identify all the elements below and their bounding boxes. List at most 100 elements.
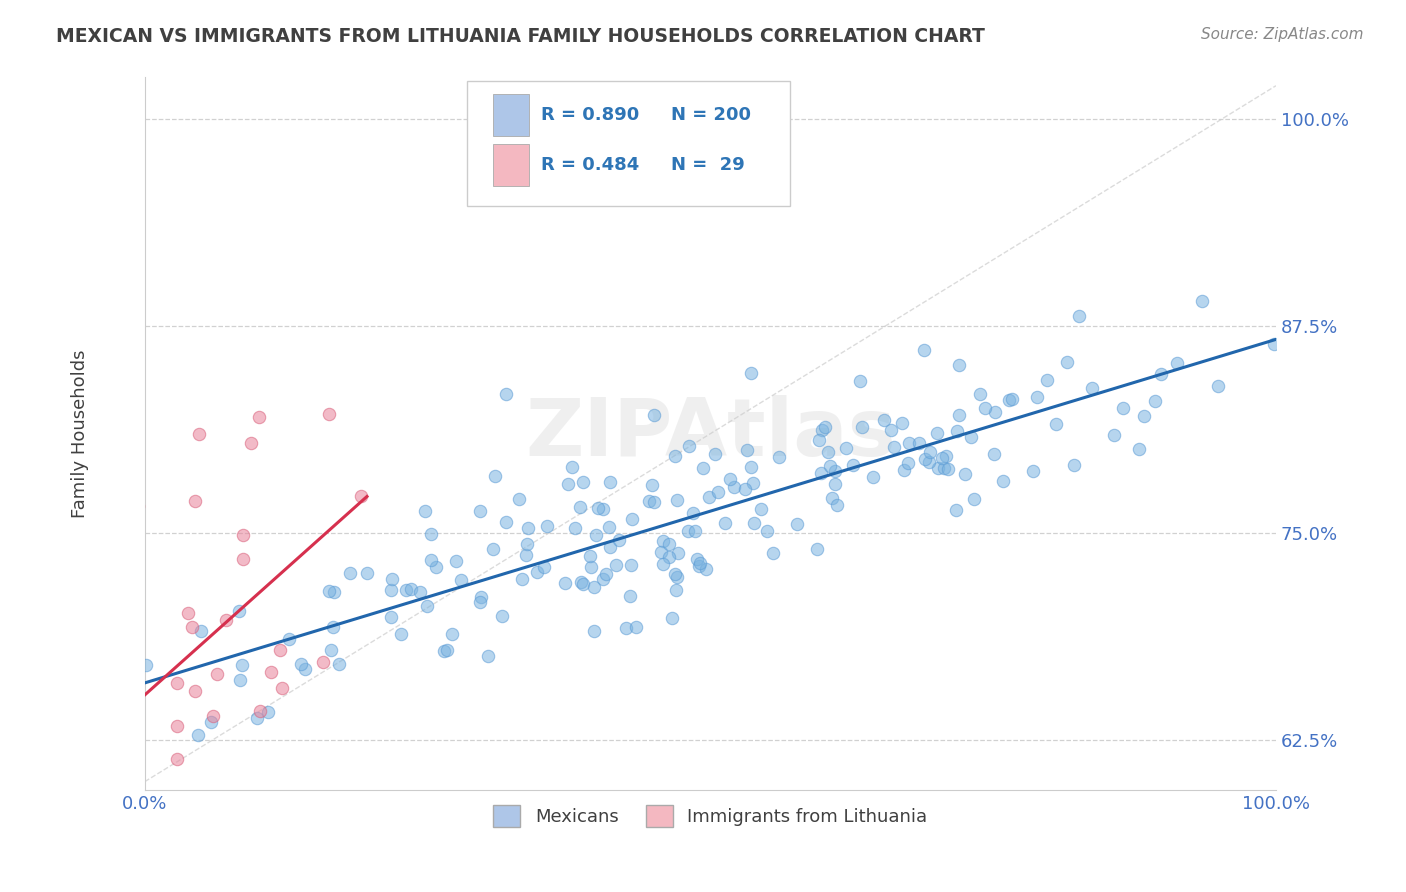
Point	[873, 413, 896, 427]
Point	[1150, 367, 1173, 381]
Point	[389, 626, 412, 640]
Point	[735, 443, 758, 458]
Point	[484, 468, 506, 483]
Point	[554, 576, 576, 591]
Point	[643, 495, 665, 509]
Point	[666, 569, 689, 583]
Point	[682, 506, 704, 520]
Point	[257, 706, 280, 720]
Point	[380, 583, 402, 598]
Point	[614, 621, 637, 635]
Point	[621, 511, 644, 525]
Point	[890, 416, 912, 430]
Point	[536, 519, 558, 533]
Point	[232, 552, 254, 566]
Point	[658, 550, 681, 565]
Point	[825, 498, 848, 512]
Point	[740, 460, 762, 475]
Point	[420, 527, 443, 541]
Point	[695, 562, 717, 576]
Point	[231, 658, 253, 673]
Point	[756, 524, 779, 538]
Point	[188, 427, 211, 442]
Point	[18, 682, 41, 697]
Legend: Mexicans, Immigrants from Lithuania: Mexicans, Immigrants from Lithuania	[486, 797, 935, 834]
Point	[444, 554, 467, 568]
Point	[323, 584, 346, 599]
Point	[13, 751, 35, 765]
Point	[652, 534, 675, 549]
Point	[564, 521, 586, 535]
Point	[945, 424, 967, 438]
Point	[1166, 356, 1188, 370]
Point	[205, 667, 228, 681]
Point	[683, 524, 706, 538]
Point	[246, 710, 269, 724]
Point	[557, 477, 579, 491]
Point	[907, 436, 929, 450]
Point	[927, 460, 949, 475]
Point	[585, 528, 607, 542]
Point	[239, 436, 262, 450]
Point	[495, 515, 517, 529]
Point	[934, 461, 956, 475]
FancyBboxPatch shape	[494, 95, 530, 136]
Point	[450, 574, 472, 588]
Point	[893, 463, 915, 477]
Point	[22, 663, 45, 677]
Point	[470, 504, 492, 518]
Point	[897, 456, 920, 470]
Point	[991, 475, 1014, 489]
Point	[571, 575, 593, 590]
Point	[249, 704, 271, 718]
Point	[399, 582, 422, 596]
Point	[1263, 336, 1285, 351]
Text: N = 200: N = 200	[671, 106, 751, 124]
Point	[807, 433, 830, 447]
Point	[605, 558, 627, 573]
Point	[689, 556, 711, 570]
Point	[572, 577, 595, 591]
Point	[586, 501, 609, 516]
Point	[129, 830, 152, 844]
Point	[260, 665, 283, 679]
Point	[983, 447, 1005, 461]
Point	[124, 711, 146, 725]
Point	[318, 584, 340, 599]
Point	[998, 393, 1021, 408]
Point	[526, 565, 548, 579]
Point	[83, 579, 105, 593]
Point	[592, 501, 614, 516]
Point	[381, 572, 404, 586]
Point	[1143, 394, 1166, 409]
Point	[436, 643, 458, 657]
Point	[0, 811, 4, 825]
Point	[918, 455, 941, 469]
Point	[824, 464, 846, 478]
Point	[707, 484, 730, 499]
Point	[135, 657, 157, 672]
Point	[278, 632, 301, 647]
Point	[516, 537, 538, 551]
Point	[1069, 309, 1091, 323]
Point	[581, 560, 603, 574]
Point	[651, 557, 673, 571]
Point	[661, 610, 683, 624]
Point	[482, 542, 505, 557]
Point	[495, 387, 517, 401]
Point	[1045, 417, 1067, 431]
Point	[935, 449, 957, 463]
Point	[1063, 458, 1085, 472]
Point	[515, 548, 537, 562]
Point	[835, 441, 858, 455]
Point	[851, 420, 873, 434]
Point	[98, 826, 121, 840]
Text: N =  29: N = 29	[671, 156, 745, 174]
Point	[104, 664, 127, 678]
Text: MEXICAN VS IMMIGRANTS FROM LITHUANIA FAMILY HOUSEHOLDS CORRELATION CHART: MEXICAN VS IMMIGRANTS FROM LITHUANIA FAM…	[56, 27, 986, 45]
Point	[638, 493, 661, 508]
Point	[166, 675, 188, 690]
Point	[578, 549, 600, 563]
Point	[824, 477, 846, 491]
Point	[228, 604, 250, 618]
